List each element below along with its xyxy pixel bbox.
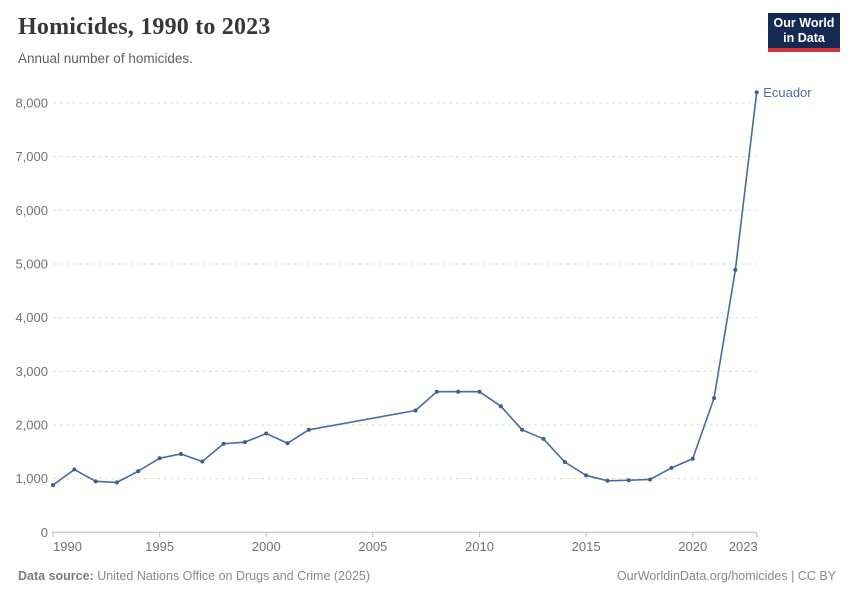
series-line-ecuador <box>52 92 758 486</box>
y-tick-label: 6,000 <box>15 203 48 218</box>
data-point-marker <box>520 427 525 432</box>
data-point-marker <box>178 451 183 456</box>
data-point-marker <box>157 456 162 461</box>
x-tick-label: 2023 <box>729 539 758 554</box>
data-point-marker <box>605 478 610 483</box>
chart-footer: Data source: United Nations Office on Dr… <box>18 569 836 583</box>
y-tick-label: 8,000 <box>15 96 48 111</box>
y-tick-label: 3,000 <box>15 364 48 379</box>
data-point-marker <box>285 441 290 446</box>
owid-logo: Our World in Data <box>768 13 840 52</box>
data-point-marker <box>562 460 567 465</box>
y-tick-label: 7,000 <box>15 149 48 164</box>
x-tick-label: 2020 <box>678 539 707 554</box>
data-source-label: Data source: <box>18 569 94 583</box>
owid-logo-text: Our World in Data <box>768 13 840 46</box>
data-point-marker <box>754 90 759 95</box>
data-point-marker <box>456 389 461 394</box>
x-tick-label: 2015 <box>572 539 601 554</box>
data-point-marker <box>690 456 695 461</box>
data-point-marker <box>712 396 717 401</box>
data-point-marker <box>264 431 269 436</box>
x-tick-label: 2000 <box>252 539 281 554</box>
data-point-marker <box>413 408 418 413</box>
data-point-marker <box>669 465 674 470</box>
data-point-marker <box>93 479 98 484</box>
chart-subtitle: Annual number of homicides. <box>18 51 193 66</box>
data-point-marker <box>200 459 205 464</box>
data-point-marker <box>114 480 119 485</box>
x-tick-label: 2010 <box>465 539 494 554</box>
data-point-marker <box>434 389 439 394</box>
owid-logo-line2: in Data <box>783 31 825 45</box>
owid-logo-accent-bar <box>768 48 840 52</box>
y-tick-label: 1,000 <box>15 471 48 486</box>
data-point-marker <box>477 389 482 394</box>
x-tick-label: 2005 <box>358 539 387 554</box>
data-source-value: United Nations Office on Drugs and Crime… <box>93 569 371 583</box>
y-tick-label: 5,000 <box>15 256 48 271</box>
data-point-marker <box>72 467 77 472</box>
data-point-marker <box>626 478 631 483</box>
x-tick-label: 1990 <box>53 539 82 554</box>
data-point-marker <box>51 483 55 488</box>
data-point-marker <box>584 473 589 478</box>
y-tick-label: 4,000 <box>15 310 48 325</box>
data-point-marker <box>648 477 653 482</box>
x-tick-label: 1995 <box>145 539 174 554</box>
page-title: Homicides, 1990 to 2023 <box>18 14 271 40</box>
data-point-marker <box>541 436 546 441</box>
y-tick-label: 2,000 <box>15 417 48 432</box>
data-point-marker <box>733 267 738 272</box>
data-point-marker <box>242 440 247 445</box>
data-point-marker <box>306 427 311 432</box>
data-point-marker <box>498 404 503 409</box>
entity-label-ecuador: Ecuador <box>763 85 812 100</box>
data-point-marker <box>136 469 141 474</box>
owid-citation-link[interactable]: OurWorldinData.org/homicides | CC BY <box>616 569 836 583</box>
owid-logo-line1: Our World <box>773 16 835 30</box>
data-source: Data source: United Nations Office on Dr… <box>18 569 370 583</box>
data-point-marker <box>221 441 226 446</box>
y-tick-label: 0 <box>41 525 48 540</box>
